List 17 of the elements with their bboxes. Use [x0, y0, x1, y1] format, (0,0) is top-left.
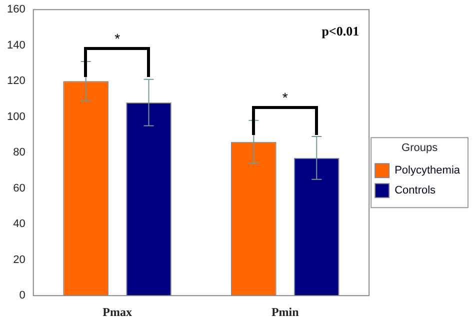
y-tick-label: 0: [19, 290, 26, 302]
y-tick-label: 120: [6, 75, 26, 88]
y-tick-label: 60: [13, 182, 26, 194]
y-tick-label: 100: [6, 110, 26, 123]
annotation: *: [282, 89, 288, 106]
x-tick-label: Pmin: [271, 304, 300, 319]
annotation: *: [114, 30, 121, 46]
legend-title: Groups: [402, 142, 438, 154]
y-tick-label: 80: [13, 146, 26, 159]
annotation: p<0.01: [322, 23, 360, 38]
legend-label: Controls: [394, 184, 436, 197]
y-tick-label: 20: [13, 254, 26, 266]
x-tick-label: Pmax: [102, 304, 132, 319]
y-tick-label: 40: [13, 218, 26, 230]
y-tick-label: 140: [6, 39, 26, 52]
legend-label: Polycythemia: [394, 164, 461, 177]
y-tick-label: 160: [6, 4, 26, 16]
